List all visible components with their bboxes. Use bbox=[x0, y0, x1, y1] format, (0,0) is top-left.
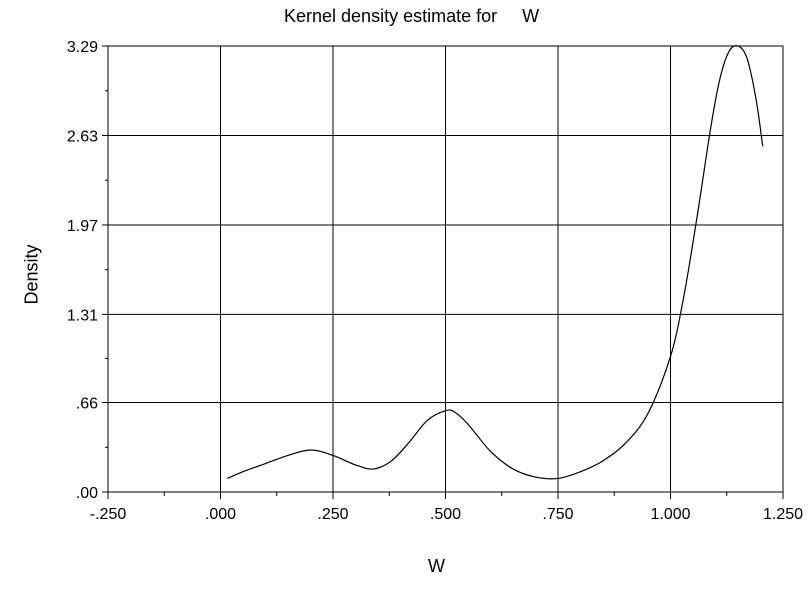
y-tick-label: 3.29 bbox=[67, 39, 98, 56]
x-tick-label: .750 bbox=[542, 506, 573, 523]
ticks bbox=[102, 45, 784, 499]
x-tick-label: -.250 bbox=[90, 506, 127, 523]
y-tick-label: 1.97 bbox=[67, 218, 98, 235]
y-tick-label: 1.31 bbox=[67, 307, 98, 324]
x-tick-label: .500 bbox=[430, 506, 461, 523]
x-tick-label: 1.000 bbox=[650, 506, 690, 523]
y-tick-label: .66 bbox=[76, 396, 98, 413]
series bbox=[227, 45, 764, 480]
y-tick-label: .00 bbox=[76, 485, 98, 502]
grid bbox=[107, 45, 784, 493]
x-tick-label: 1.250 bbox=[763, 506, 803, 523]
x-tick-label: .000 bbox=[205, 506, 236, 523]
y-axis-label: Density bbox=[21, 244, 42, 305]
density-curve bbox=[227, 45, 764, 480]
chart-title-var: W bbox=[522, 6, 540, 26]
tick-labels: -.250 .000 .250 .500 .750 1.000 1.250 .00 .66 1.3… bbox=[67, 39, 803, 523]
x-tick-label: .250 bbox=[317, 506, 348, 523]
y-tick-label: 2.63 bbox=[67, 128, 98, 145]
chart-title-prefix: Kernel density estimate for bbox=[284, 6, 498, 26]
chart-title: Kernel density estimate for W bbox=[284, 6, 539, 27]
x-axis-label: W bbox=[428, 556, 445, 576]
